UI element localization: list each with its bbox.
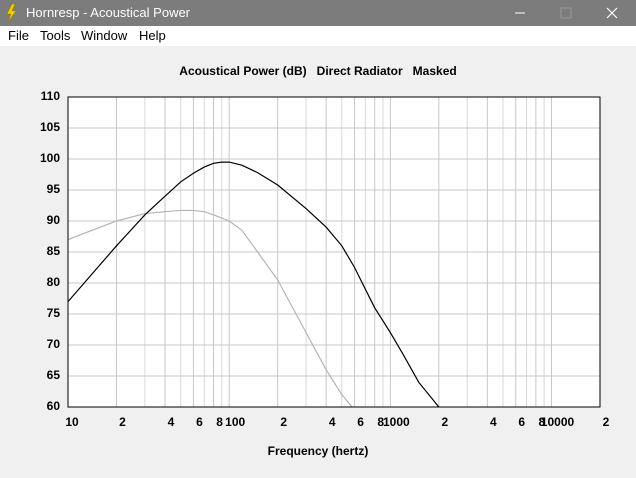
plot-border	[67, 96, 601, 408]
title-bar: Hornresp - Acoustical Power	[0, 0, 636, 26]
chart-title: Acoustical Power (dB) Direct Radiator Ma…	[179, 64, 456, 78]
x-tick-label: 8	[216, 415, 223, 429]
y-tick-label: 60	[47, 399, 61, 413]
x-tick-label: 6	[196, 415, 203, 429]
x-tick-label: 8	[377, 415, 384, 429]
x-tick-label: 4	[490, 415, 497, 429]
series-line	[67, 209, 353, 408]
chart: Acoustical Power (dB) Direct Radiator Ma…	[40, 64, 610, 458]
close-button[interactable]	[606, 7, 618, 19]
y-tick-label: 105	[40, 120, 60, 134]
y-tick-label: 100	[40, 151, 60, 165]
x-axis-label: Frequency (hertz)	[268, 444, 369, 458]
y-tick-label: 85	[47, 244, 61, 258]
x-tick-label: 1000	[383, 415, 410, 429]
series-line	[67, 161, 440, 408]
x-tick-label: 4	[329, 415, 336, 429]
x-tick-label: 6	[357, 415, 364, 429]
y-tick-label: 75	[47, 306, 61, 320]
title-bar-icons	[6, 3, 618, 23]
x-tick-label: 2	[280, 415, 287, 429]
x-tick-label: 6	[518, 415, 525, 429]
menu-item[interactable]: Help	[139, 28, 166, 43]
window-title: Hornresp - Acoustical Power	[26, 5, 191, 20]
y-tick-label: 95	[47, 182, 61, 196]
x-tick-label: 2	[441, 415, 448, 429]
x-tick-label: 4	[168, 415, 175, 429]
app-icon	[6, 3, 17, 23]
menu-item[interactable]: Window	[81, 28, 128, 43]
y-tick-label: 90	[47, 213, 61, 227]
y-tick-label: 110	[41, 89, 61, 103]
x-tick-label: 10	[65, 415, 79, 429]
maximize-button[interactable]	[560, 7, 572, 19]
x-tick-label: 100	[225, 415, 245, 429]
y-tick-label: 70	[47, 337, 61, 351]
x-tick-label: 2	[603, 415, 610, 429]
y-tick-label: 65	[47, 368, 61, 382]
menu-item[interactable]: File	[8, 28, 29, 43]
menu-bar: File Tools Window Help	[0, 26, 636, 46]
x-tick-label: 2	[119, 415, 126, 429]
y-tick-label: 80	[47, 275, 61, 289]
x-tick-label: 8	[539, 415, 546, 429]
x-tick-label: 10000	[541, 415, 575, 429]
menu-item[interactable]: Tools	[40, 28, 71, 43]
